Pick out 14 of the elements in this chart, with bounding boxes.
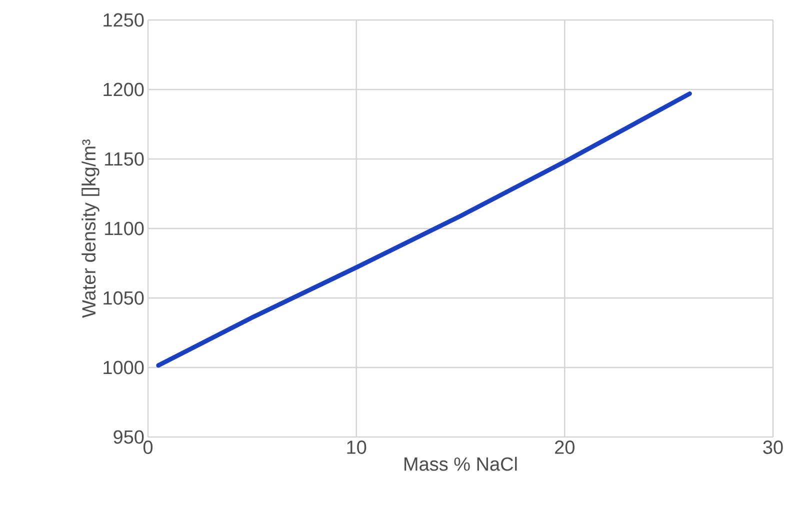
x-tick-label: 0	[143, 440, 153, 454]
y-tick-label: 1100	[105, 222, 144, 236]
line-series	[156, 91, 692, 368]
x-tick-label: 10	[347, 440, 366, 454]
y-tick-label: 1000	[104, 360, 144, 374]
x-tick-label: 20	[555, 440, 574, 454]
y-axis-title: Water density []kg/m³	[82, 139, 100, 318]
x-axis-title: Mass % NaCl	[404, 456, 517, 471]
x-tick-label: 30	[763, 440, 783, 454]
y-tick-label: 1050	[104, 291, 144, 305]
y-tick-label: 950	[114, 430, 144, 444]
y-tick-label: 1250	[104, 13, 144, 27]
y-tick-label: 1150	[105, 152, 144, 166]
y-tick-label: 1200	[104, 82, 144, 96]
